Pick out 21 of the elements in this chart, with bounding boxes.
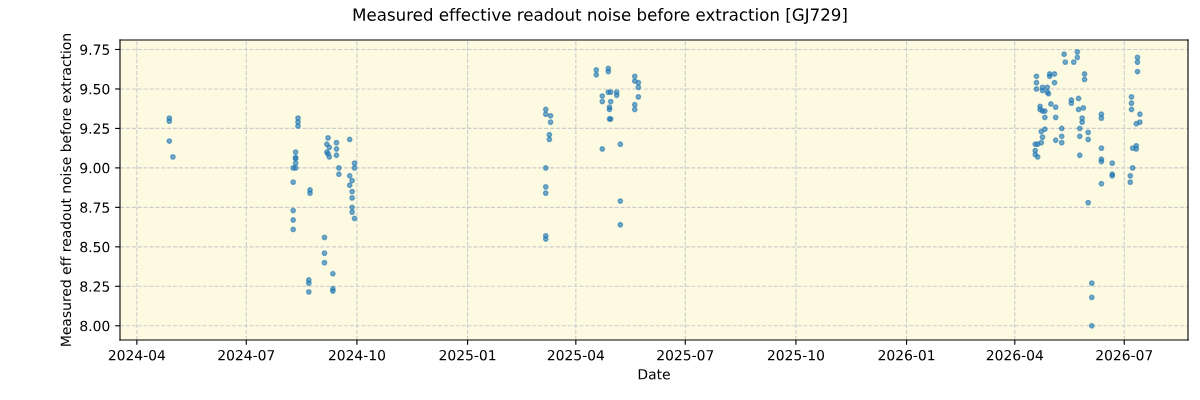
x-tick-label: 2025-07 [657,349,714,361]
x-tick-label: 2026-07 [1096,349,1153,361]
x-tick-label: 2025-10 [767,349,825,361]
x-axis-title: Date [638,369,670,380]
x-tick-label: 2025-04 [547,349,605,361]
y-tick-label: 8.25 [80,281,110,292]
x-tick-label: 2024-07 [218,349,275,361]
y-tick-label: 8.50 [80,241,110,253]
chart-title: Measured effective readout noise before extraction [GJ729] [353,8,847,24]
x-tick-label: 2026-04 [986,349,1044,361]
y-tick-label: 8.00 [80,320,110,332]
y-tick-label: 9.00 [80,162,110,174]
x-tick-label: 2024-04 [108,349,166,361]
y-tick-label: 8.75 [80,202,110,213]
x-tick-label: 2024-10 [328,349,386,361]
y-tick-label: 9.50 [80,83,110,95]
y-axis-title: Measured eff readout noise before extraction [60,34,72,346]
x-tick-label: 2025-01 [439,349,496,361]
y-tick-label: 9.75 [80,44,110,55]
x-tick-label: 2026-01 [878,349,935,361]
y-tick-label: 9.25 [80,123,110,134]
